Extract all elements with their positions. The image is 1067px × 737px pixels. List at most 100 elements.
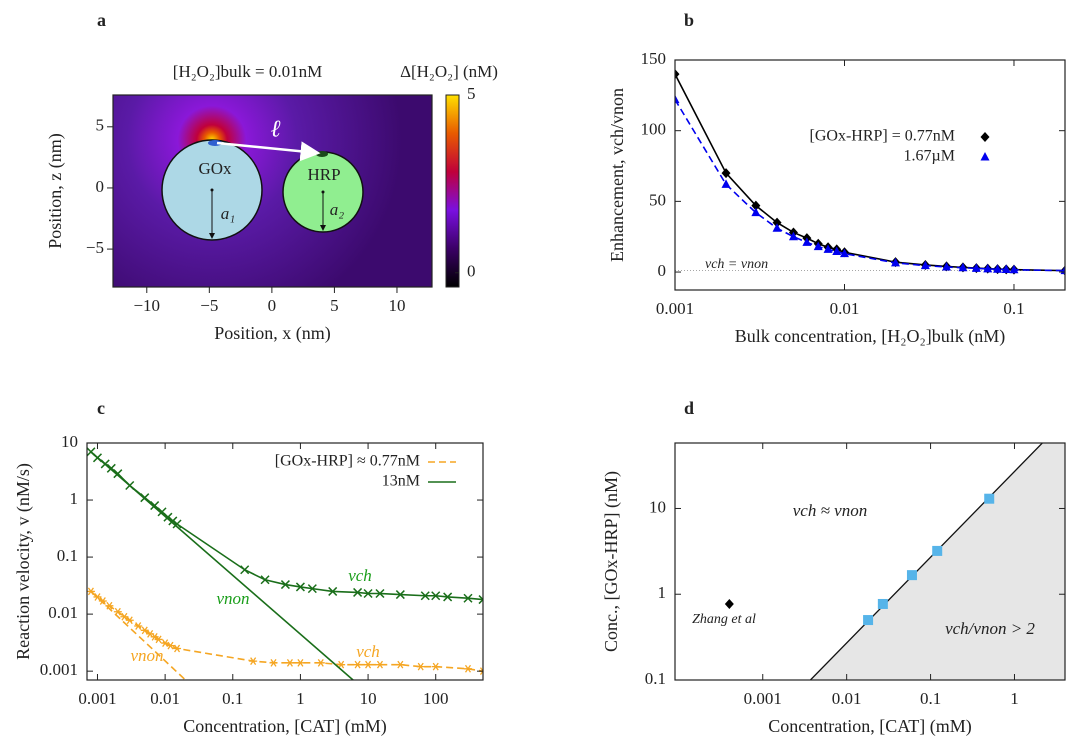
marker bbox=[721, 179, 731, 188]
x-tick-label: 0.01 bbox=[830, 299, 860, 318]
marker bbox=[396, 660, 405, 669]
marker bbox=[296, 658, 305, 667]
marker bbox=[863, 615, 874, 626]
marker bbox=[1001, 264, 1011, 274]
axes-frame bbox=[86, 442, 484, 681]
x-tick-label: 0.001 bbox=[744, 689, 782, 708]
chart-title: [H₂O₂]bulk = 0.01nM bbox=[173, 62, 322, 81]
y-axis-label: Conc., [GOx-HRP] (nM) bbox=[601, 471, 622, 652]
marker bbox=[240, 565, 250, 575]
x-tick-label: 0 bbox=[268, 296, 277, 315]
marker bbox=[823, 244, 833, 253]
marker bbox=[154, 635, 163, 644]
series-line bbox=[675, 73, 1065, 272]
marker bbox=[280, 580, 290, 590]
marker bbox=[316, 658, 325, 667]
annotation: Zhang et al bbox=[692, 612, 756, 627]
marker bbox=[772, 217, 782, 228]
y-tick-label: 150 bbox=[641, 49, 667, 68]
marker bbox=[443, 592, 453, 602]
marker bbox=[328, 586, 338, 596]
legend-label: [GOx-HRP] = 0.77nM bbox=[810, 128, 955, 145]
y-tick-label: 100 bbox=[641, 120, 667, 139]
y-tick-label: 0.1 bbox=[645, 669, 666, 688]
marker bbox=[120, 612, 129, 621]
x-axis-label: Position, x (nm) bbox=[214, 323, 331, 344]
y-tick-label: 10 bbox=[61, 432, 78, 451]
marker bbox=[150, 501, 160, 511]
marker bbox=[984, 493, 995, 504]
marker bbox=[249, 657, 258, 665]
y-tick-label: −5 bbox=[86, 238, 104, 257]
region-label: a₂ bbox=[330, 200, 345, 219]
marker bbox=[891, 257, 901, 267]
marker bbox=[724, 598, 734, 609]
region-label: ℓ bbox=[271, 117, 281, 143]
plot-area bbox=[87, 447, 483, 680]
marker bbox=[993, 264, 1003, 273]
marker bbox=[980, 132, 990, 142]
marker bbox=[260, 575, 270, 585]
marker bbox=[813, 241, 823, 251]
annotation: vch ≈ vnon bbox=[793, 501, 867, 520]
marker bbox=[983, 263, 993, 273]
panel-label: a bbox=[97, 10, 106, 30]
colorbar-label: Δ[H₂O₂] (nM) bbox=[400, 62, 498, 81]
marker bbox=[173, 644, 182, 653]
marker bbox=[802, 237, 812, 246]
marker bbox=[337, 660, 346, 669]
panel-label: c bbox=[97, 398, 105, 418]
marker bbox=[134, 622, 143, 630]
marker bbox=[772, 223, 782, 232]
y-tick-label: 10 bbox=[649, 497, 666, 516]
axes-frame bbox=[674, 442, 1066, 681]
y-tick-label: 0 bbox=[658, 261, 667, 280]
region-label: GOx bbox=[198, 159, 232, 178]
shaded-region bbox=[810, 443, 1065, 680]
marker bbox=[363, 588, 373, 599]
marker bbox=[364, 660, 373, 669]
marker bbox=[163, 512, 173, 522]
marker bbox=[478, 595, 483, 605]
x-axis-label: Concentration, [CAT] (mM) bbox=[768, 716, 971, 737]
marker bbox=[431, 591, 441, 601]
heatmap bbox=[113, 95, 432, 287]
x-tick-label: 0.001 bbox=[78, 689, 116, 708]
plot-area bbox=[724, 443, 1065, 680]
y-axis-label: Reaction velocity, v (nM/s) bbox=[13, 463, 34, 660]
y-tick-label: 1 bbox=[658, 583, 667, 602]
marker bbox=[307, 584, 317, 594]
x-tick-label: 0.01 bbox=[150, 689, 180, 708]
marker bbox=[971, 263, 981, 272]
region-label: a₁ bbox=[221, 204, 235, 223]
x-tick-label: 0.1 bbox=[1003, 299, 1024, 318]
marker bbox=[353, 587, 363, 597]
axes-frame bbox=[674, 59, 1066, 291]
colorbar bbox=[445, 94, 460, 288]
marker bbox=[166, 641, 175, 650]
x-axis-label: Concentration, [CAT] (mM) bbox=[183, 716, 386, 737]
marker bbox=[932, 545, 943, 556]
y-axis-label: Enhancement, vch/vnon bbox=[607, 88, 627, 262]
plot-area bbox=[675, 69, 1065, 276]
marker bbox=[395, 590, 405, 600]
marker bbox=[375, 660, 384, 669]
marker bbox=[788, 231, 798, 241]
marker bbox=[751, 207, 761, 217]
x-tick-label: 0.1 bbox=[920, 689, 941, 708]
marker bbox=[285, 658, 294, 667]
annotation: vnon bbox=[216, 589, 249, 608]
marker bbox=[920, 260, 930, 270]
x-tick-label: 0.1 bbox=[222, 689, 243, 708]
y-tick-label: 5 bbox=[96, 116, 105, 135]
x-tick-label: 10 bbox=[360, 689, 377, 708]
marker bbox=[168, 516, 178, 526]
x-tick-label: −10 bbox=[133, 296, 160, 315]
marker bbox=[675, 69, 680, 80]
legend-label: 13nM bbox=[382, 473, 420, 490]
x-tick-label: −5 bbox=[200, 296, 218, 315]
y-axis-label: Position, z (nm) bbox=[45, 133, 66, 249]
marker bbox=[906, 570, 917, 581]
x-tick-label: 1 bbox=[296, 689, 305, 708]
